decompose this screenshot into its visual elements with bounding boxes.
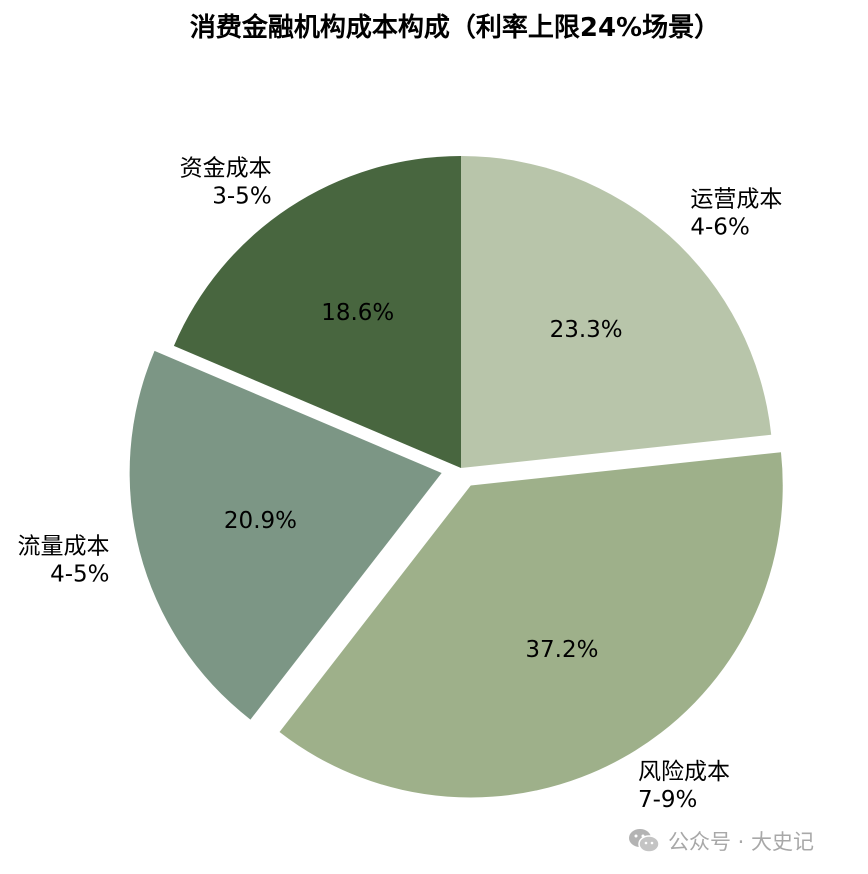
chart-title: 消费金融机构成本构成（利率上限24%场景） xyxy=(190,12,720,43)
wechat-icon xyxy=(629,829,660,853)
slice-name: 风险成本 xyxy=(638,759,730,785)
slice-outer-label: 风险成本 7-9% xyxy=(638,759,730,813)
slice-outer-label: 资金成本 3-5% xyxy=(180,156,272,210)
slice-percent-label: 37.2% xyxy=(525,637,598,663)
slice-range: 4-6% xyxy=(690,215,749,241)
slice-outer-label: 运营成本 4-6% xyxy=(690,187,782,241)
pie-slice xyxy=(173,156,461,468)
pie-slice xyxy=(279,452,783,798)
pie-slice xyxy=(461,156,772,468)
slice-range: 7-9% xyxy=(638,787,697,813)
pie-slice xyxy=(129,350,442,720)
slice-outer-label: 流量成本 4-5% xyxy=(17,533,109,587)
slice-name: 运营成本 xyxy=(690,187,782,213)
pie-labels: 18.6% 资金成本 3-5% 20.9% 流量成本 4-5% 37.2% 风险成本 7-9% 2… xyxy=(17,156,782,813)
pie-slices xyxy=(129,156,783,798)
slice-name: 资金成本 xyxy=(180,156,272,182)
slice-percent-label: 23.3% xyxy=(550,317,623,343)
slice-percent-label: 20.9% xyxy=(224,508,297,534)
watermark-text: 公众号 · 大史记 xyxy=(668,830,815,854)
slice-range: 4-5% xyxy=(50,561,109,587)
slice-name: 流量成本 xyxy=(17,533,109,559)
watermark: 公众号 · 大史记 xyxy=(628,826,814,856)
slice-range: 3-5% xyxy=(212,184,271,210)
slice-percent-label: 18.6% xyxy=(321,300,394,326)
